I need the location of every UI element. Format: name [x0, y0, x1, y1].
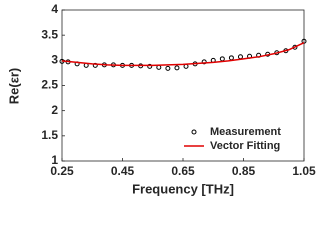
data-point [174, 65, 180, 71]
plot-frame [61, 9, 305, 162]
y-tick-label: 2 [51, 103, 58, 117]
data-point [237, 54, 243, 60]
data-point [228, 55, 234, 61]
data-point [147, 63, 153, 69]
data-point [165, 65, 171, 71]
data-point [156, 64, 162, 70]
legend-label: Measurement [210, 126, 281, 138]
x-axis-label: Frequency [THz] [132, 181, 234, 196]
x-tick-label: 0.85 [232, 164, 256, 178]
fit-line [61, 42, 305, 67]
chart: Frequency [THz] Re(εr) 1 1.5 2 2.5 3 3.5 4 0.25… [6, 2, 316, 196]
y-tick-label: 3.5 [41, 27, 58, 41]
y-tick-label: 4 [51, 2, 58, 16]
legend-label: Vector Fitting [210, 140, 280, 152]
x-tick-label: 1.05 [292, 164, 316, 178]
page: Frequency [THz] Re(εr) 1 1.5 2 2.5 3 3.5 4 0.25… [6, 2, 317, 197]
x-tick-label: 0.45 [111, 164, 135, 178]
y-tick-label: 1 [51, 153, 58, 167]
data-point [219, 56, 225, 62]
y-tick-label: 1.5 [41, 128, 58, 142]
x-tick-label: 0.25 [50, 164, 74, 178]
data-point [201, 59, 207, 65]
y-tick-label: 2.5 [41, 78, 58, 92]
y-tick-label: 3 [51, 53, 58, 67]
y-axis-label: Re(εr) [6, 68, 21, 105]
x-tick-label: 0.65 [171, 164, 195, 178]
legend-marker [191, 129, 197, 135]
